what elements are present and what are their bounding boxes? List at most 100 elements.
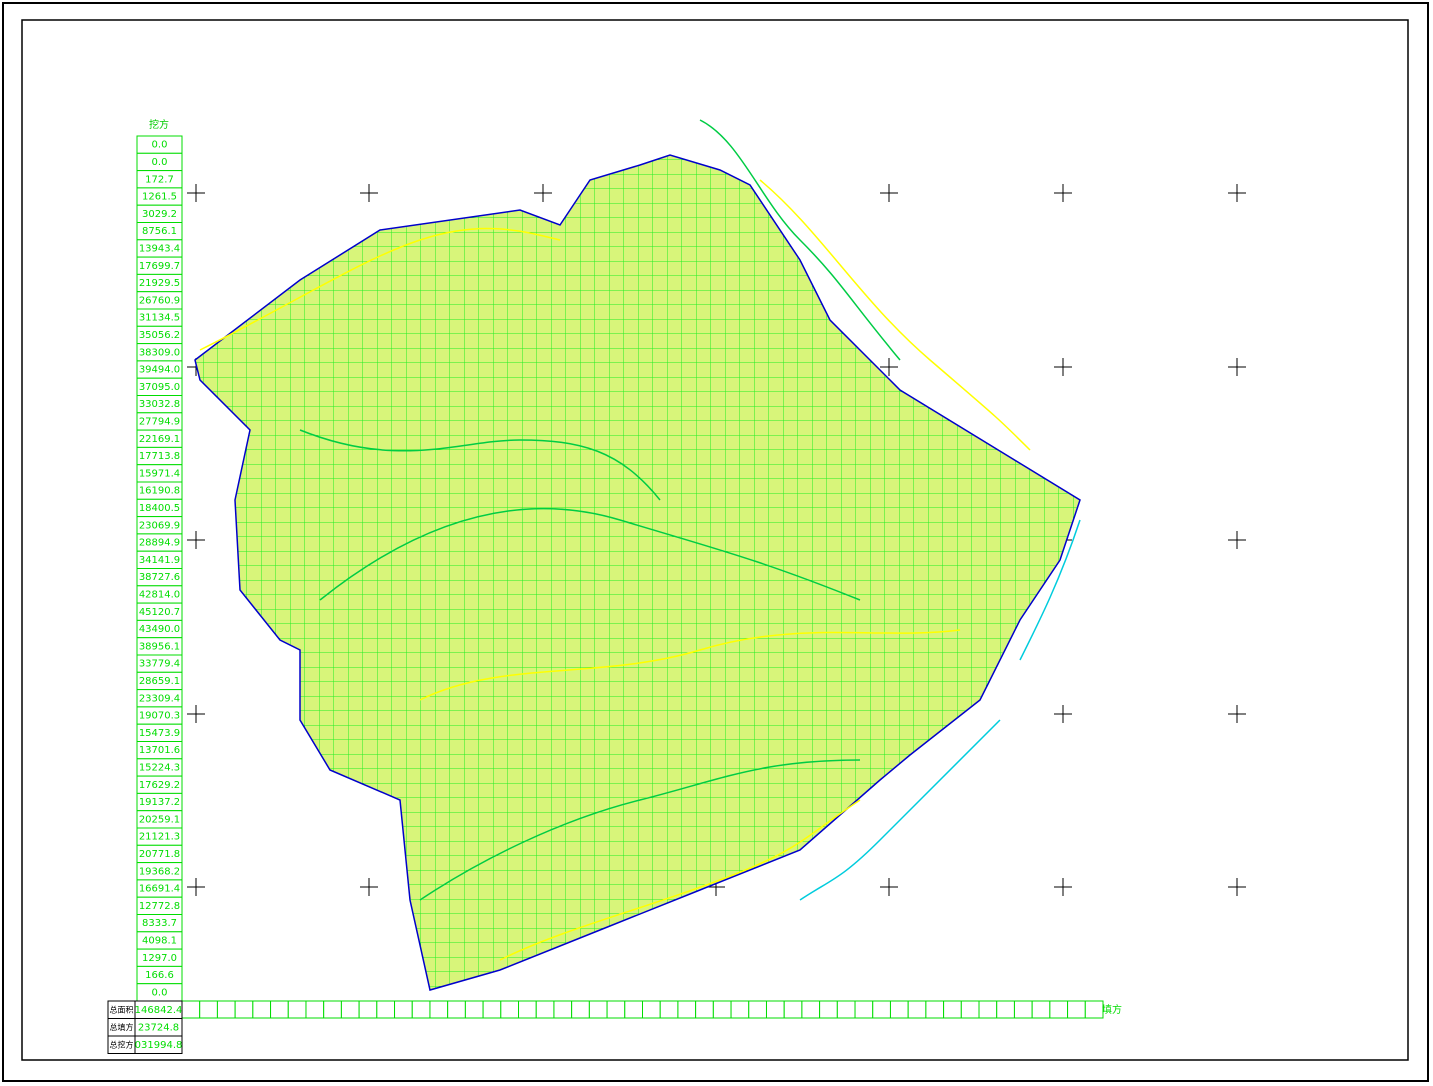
- inner-frame: [21, 19, 1409, 1061]
- cell: [234, 1000, 254, 1019]
- cell-value: 1261.5: [142, 192, 177, 203]
- cell-value: 20771.8: [139, 849, 180, 860]
- cell: [624, 1000, 643, 1019]
- cell: [925, 1000, 945, 1019]
- summary-label: 总挖方: [110, 1040, 134, 1050]
- cell: [571, 1000, 590, 1019]
- cell: [996, 1000, 1015, 1019]
- cell: [889, 1000, 909, 1019]
- cell-value: 37095.0: [139, 382, 180, 393]
- cell-value: 45120.7: [139, 607, 180, 618]
- cell: [358, 1000, 378, 1019]
- contours: [199, 119, 1081, 961]
- cell: [535, 1000, 555, 1019]
- cell: [447, 1000, 466, 1019]
- cell-value: 19070.3: [139, 711, 180, 722]
- cell: [1084, 1000, 1104, 1019]
- cell-value: 23309.4: [139, 693, 180, 704]
- cell-value: 19368.2: [139, 866, 180, 877]
- cell-value: 166.6: [145, 970, 174, 981]
- cell: [730, 1000, 750, 1019]
- cell-value: 0.0: [152, 157, 168, 168]
- cell-value: 13943.4: [139, 243, 180, 254]
- cell: [819, 1000, 838, 1019]
- cell-value: 13701.6: [139, 745, 180, 756]
- site-area: [194, 154, 1081, 991]
- summary-value: 146842.4: [135, 1005, 183, 1016]
- summary-label: 总面积: [110, 1005, 134, 1015]
- cell-value: 172.7: [145, 174, 174, 185]
- cell-value: 21121.3: [139, 832, 180, 843]
- cell: [305, 1000, 325, 1019]
- cell-value: 38309.0: [139, 347, 180, 358]
- cell-value: 39494.0: [139, 365, 180, 376]
- cell-value: 33779.4: [139, 659, 180, 670]
- cell-value: 33032.8: [139, 399, 180, 410]
- cell: [1031, 1000, 1051, 1019]
- cell: [606, 1000, 626, 1019]
- cell: [411, 1000, 431, 1019]
- fill-row: 填方: [181, 1000, 1122, 1019]
- cell-value: 16691.4: [139, 884, 180, 895]
- cell-value: 4098.1: [142, 935, 177, 946]
- cell: [482, 1000, 502, 1019]
- cell-value: 16190.8: [139, 486, 180, 497]
- cell-value: 15971.4: [139, 468, 180, 479]
- cell-value: 42814.0: [139, 589, 180, 600]
- cell-value: 38956.1: [139, 641, 180, 652]
- cell-value: 17713.8: [139, 451, 180, 462]
- cell-value: 0.0: [152, 140, 168, 151]
- cell: [376, 1000, 396, 1019]
- cell: [588, 1000, 608, 1019]
- cell: [270, 1000, 289, 1019]
- cell: [801, 1000, 821, 1019]
- cell-value: 43490.0: [139, 624, 180, 635]
- cell: [287, 1000, 307, 1019]
- cell: [677, 1000, 697, 1019]
- cell: [394, 1000, 413, 1019]
- cell-value: 3029.2: [142, 209, 177, 220]
- cell: [659, 1000, 679, 1019]
- cell-value: 22169.1: [139, 434, 180, 445]
- cell-value: 17699.7: [139, 261, 180, 272]
- cell: [1049, 1000, 1069, 1019]
- cell-value: 0.0: [152, 987, 168, 998]
- cell-value: 31134.5: [139, 313, 180, 324]
- cell: [765, 1000, 785, 1019]
- cell: [199, 1000, 218, 1019]
- cell-value: 23069.9: [139, 520, 180, 531]
- cell: [748, 1000, 767, 1019]
- cell: [907, 1000, 927, 1019]
- cell-value: 8333.7: [142, 918, 177, 929]
- row-header: 填方: [1102, 1003, 1122, 1016]
- cell-value: 26760.9: [139, 295, 180, 306]
- cell: [872, 1000, 891, 1019]
- summary-label: 总填方: [110, 1022, 134, 1032]
- cell: [943, 1000, 962, 1019]
- cell: [429, 1000, 449, 1019]
- cell-value: 17629.2: [139, 780, 180, 791]
- cell-value: 8756.1: [142, 226, 177, 237]
- summary-value: 031994.8: [135, 1040, 183, 1051]
- cell: [340, 1000, 360, 1019]
- summary-value: 23724.8: [138, 1023, 179, 1034]
- cell: [464, 1000, 484, 1019]
- cell-value: 15473.9: [139, 728, 180, 739]
- cell: [712, 1000, 732, 1019]
- cell-value: 27794.9: [139, 416, 180, 427]
- cell: [181, 1000, 201, 1019]
- cell-value: 28894.9: [139, 538, 180, 549]
- cell: [642, 1000, 661, 1019]
- cell-value: 21929.5: [139, 278, 180, 289]
- cell-value: 12772.8: [139, 901, 180, 912]
- cell-value: 34141.9: [139, 555, 180, 566]
- cell-value: 35056.2: [139, 330, 180, 341]
- cell: [854, 1000, 874, 1019]
- cell-value: 15224.3: [139, 762, 180, 773]
- cell: [836, 1000, 856, 1019]
- cell-value: 38727.6: [139, 572, 180, 583]
- cell: [695, 1000, 714, 1019]
